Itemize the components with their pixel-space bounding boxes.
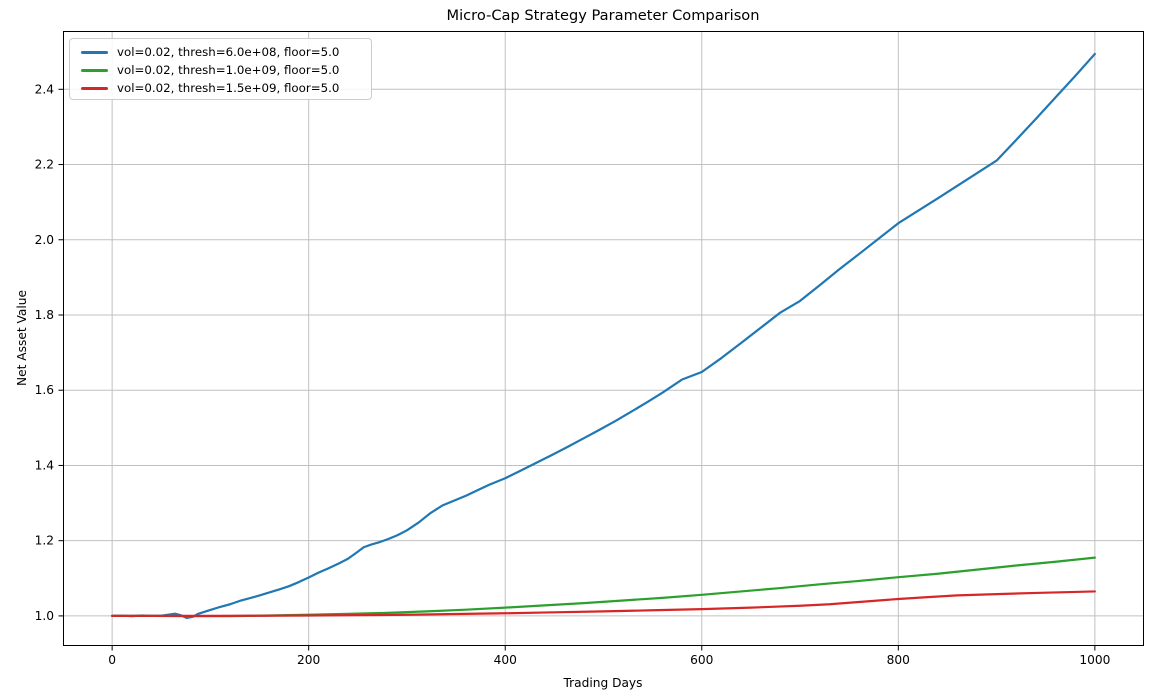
x-tick-label: 600 bbox=[690, 653, 713, 667]
legend-line-swatch-red bbox=[81, 86, 108, 90]
x-tick-label: 1000 bbox=[1079, 653, 1110, 667]
y-tick-label: 1.0 bbox=[35, 609, 54, 623]
legend-label: vol=0.02, thresh=1.5e+09, floor=5.0 bbox=[117, 81, 340, 95]
legend-line-swatch-blue bbox=[81, 50, 108, 54]
legend-label: vol=0.02, thresh=6.0e+08, floor=5.0 bbox=[117, 45, 340, 59]
legend-item: vol=0.02, thresh=1.0e+09, floor=5.0 bbox=[78, 61, 363, 79]
legend: vol=0.02, thresh=6.0e+08, floor=5.0 vol=… bbox=[69, 38, 372, 100]
x-tick-label: 800 bbox=[887, 653, 910, 667]
x-tick-label: 400 bbox=[494, 653, 517, 667]
axes-spines bbox=[63, 31, 1144, 646]
y-tick-label: 2.0 bbox=[35, 233, 54, 247]
legend-label: vol=0.02, thresh=1.0e+09, floor=5.0 bbox=[117, 63, 340, 77]
grid-layer bbox=[63, 31, 1144, 646]
y-tick-label: 2.2 bbox=[35, 158, 54, 172]
x-tick-label: 0 bbox=[108, 653, 116, 667]
tick-layer: 0 200 400 600 800 1000 1.0 1.2 1.4 1.6 1.8 2.0 2.2 2.… bbox=[35, 82, 1111, 667]
x-axis-label: Trading Days bbox=[562, 676, 642, 690]
y-tick-label: 1.8 bbox=[35, 308, 54, 322]
series-line-thresh-1.5e09 bbox=[111, 590, 1096, 618]
y-tick-label: 1.2 bbox=[35, 534, 54, 548]
legend-item: vol=0.02, thresh=6.0e+08, floor=5.0 bbox=[78, 43, 363, 61]
series-layer bbox=[111, 52, 1096, 620]
series-line-thresh-6e08 bbox=[111, 52, 1096, 620]
legend-item: vol=0.02, thresh=1.5e+09, floor=5.0 bbox=[78, 79, 363, 97]
y-axis-label: Net Asset Value bbox=[15, 290, 29, 386]
y-tick-label: 1.6 bbox=[35, 383, 54, 397]
legend-line-swatch-green bbox=[81, 68, 108, 72]
y-tick-label: 1.4 bbox=[35, 458, 55, 472]
y-tick-label: 2.4 bbox=[35, 82, 55, 96]
x-tick-label: 200 bbox=[297, 653, 320, 667]
series-line-thresh-1e09 bbox=[111, 556, 1096, 618]
chart-title: Micro-Cap Strategy Parameter Comparison bbox=[447, 7, 760, 24]
